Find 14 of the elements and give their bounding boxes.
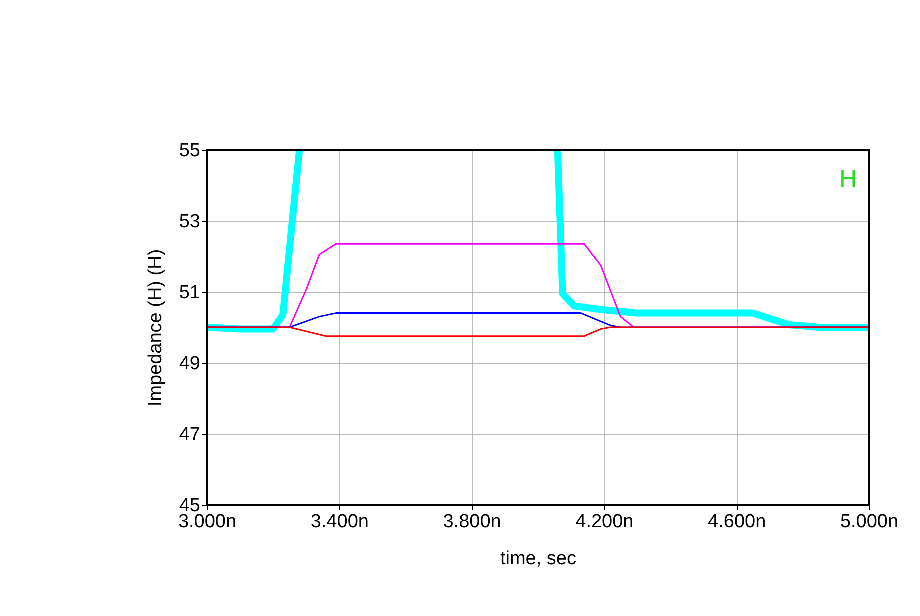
x-axis-title: time, sec	[500, 548, 577, 570]
y-axis-title: Impedance (H) (H)	[145, 249, 166, 407]
y-tick-label: 53	[179, 212, 200, 232]
annotation: H	[840, 166, 857, 193]
y-tick-label: 55	[179, 140, 200, 162]
y-tick-label: 49	[179, 354, 200, 374]
x-tick-label: 5.000n	[840, 512, 899, 532]
x-tick-label: 4.600n	[708, 512, 766, 532]
y-tick-label: 51	[179, 282, 200, 304]
x-tick-label: 3.400n	[310, 512, 369, 532]
x-tick-label: 4.200n	[576, 512, 634, 532]
y-tick-label: 47	[179, 424, 200, 446]
x-tick-label: 3.800n	[443, 512, 502, 532]
x-tick-label: 3.000n	[178, 512, 237, 532]
